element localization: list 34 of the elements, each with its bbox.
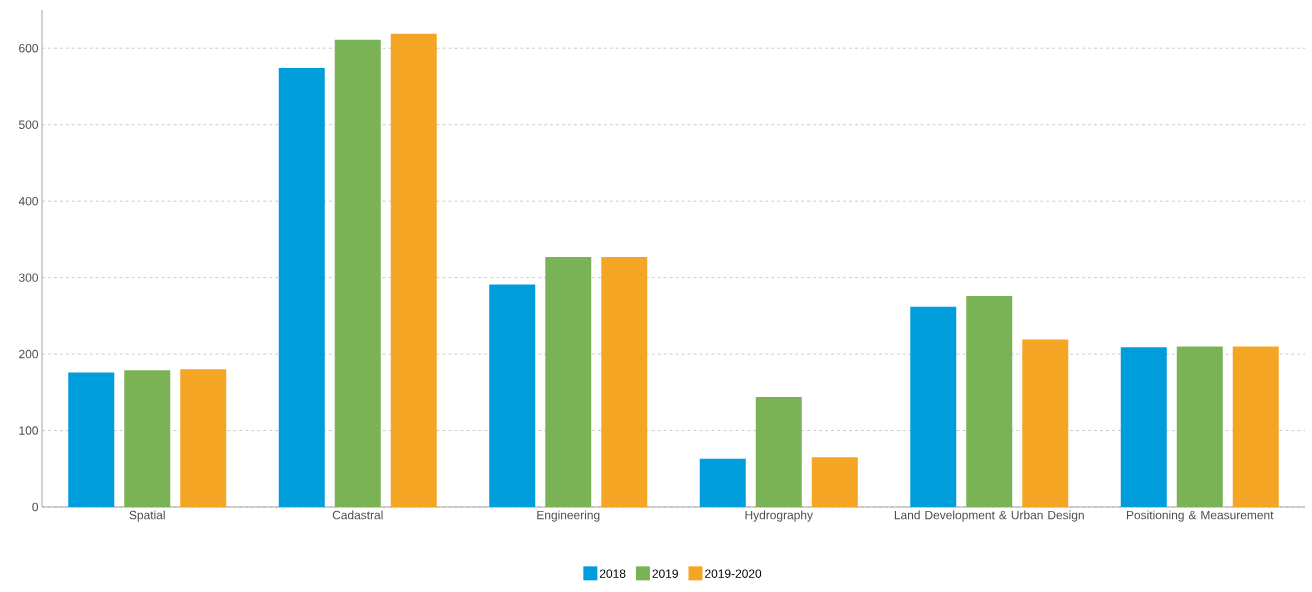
legend-label: 2018 (599, 569, 626, 578)
x-tick-label: Engineering (537, 510, 600, 522)
y-tick-label: 600 (19, 44, 39, 53)
bar (1022, 339, 1069, 507)
bar (489, 284, 536, 507)
bar (966, 295, 1013, 507)
x-tick-label: Hydrography (745, 510, 813, 522)
legend-label: 2019-2020 (705, 569, 762, 578)
bar (1176, 346, 1223, 507)
bar (699, 458, 746, 507)
bar (390, 33, 437, 507)
bar (180, 369, 227, 507)
bar (910, 306, 957, 507)
bar (1232, 346, 1279, 507)
y-tick-label: 500 (19, 120, 39, 129)
bar (601, 256, 648, 507)
y-tick-label: 400 (18, 196, 39, 206)
legend-label: 2019 (652, 569, 678, 578)
bar (811, 457, 858, 507)
x-tick-label: Spatial (129, 510, 165, 522)
bar (545, 256, 592, 507)
x-tick-label: Cadastral (332, 510, 383, 520)
y-tick-label: 100 (19, 426, 39, 435)
y-tick-label: 300 (18, 273, 39, 282)
x-tick-label: Positioning & Measurement (1126, 510, 1274, 522)
y-tick-label: 0 (32, 502, 39, 512)
bar (334, 39, 381, 507)
bar (278, 68, 325, 507)
bar (755, 396, 802, 507)
y-tick-label: 200 (19, 349, 39, 359)
bar (68, 372, 115, 507)
bar (1120, 347, 1167, 507)
x-tick-label: Land Development & Urban Design (894, 510, 1084, 522)
bar (124, 370, 171, 507)
